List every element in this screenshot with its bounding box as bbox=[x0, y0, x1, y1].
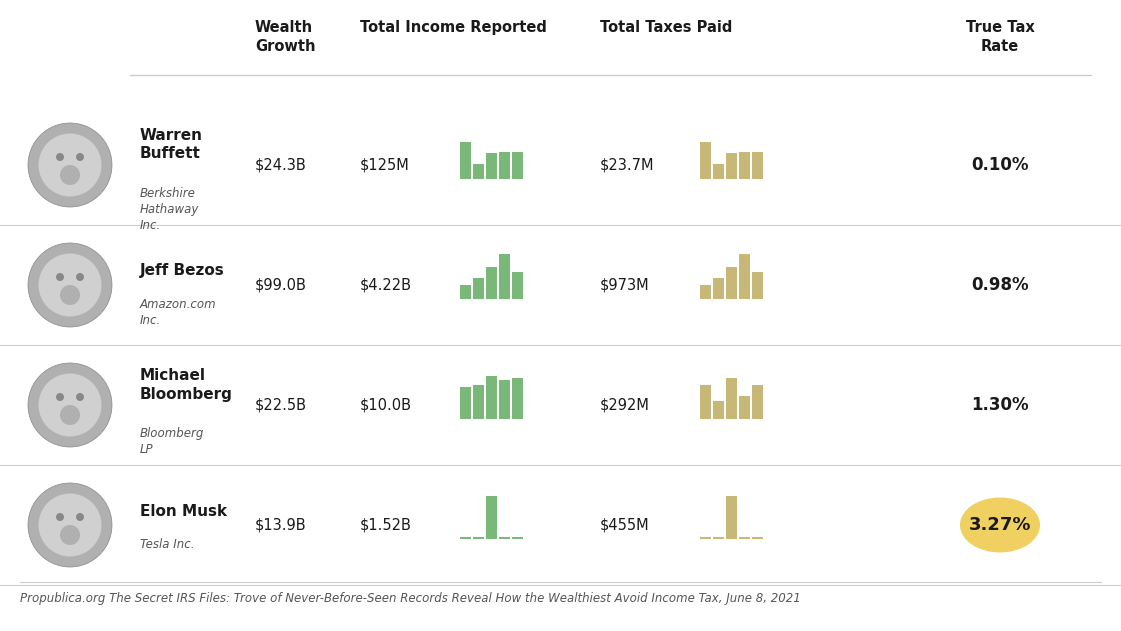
Circle shape bbox=[56, 273, 64, 281]
Bar bbox=[739, 254, 750, 298]
Bar bbox=[499, 537, 510, 538]
Text: $455M: $455M bbox=[600, 517, 650, 533]
Bar bbox=[512, 151, 524, 179]
Bar bbox=[713, 401, 724, 418]
Text: Jeff Bezos: Jeff Bezos bbox=[140, 264, 224, 278]
Bar bbox=[700, 537, 711, 538]
Bar bbox=[499, 151, 510, 179]
Circle shape bbox=[38, 374, 102, 437]
Text: Bloomberg
LP: Bloomberg LP bbox=[140, 427, 204, 456]
Bar bbox=[726, 378, 736, 418]
Bar bbox=[739, 537, 750, 538]
Bar bbox=[460, 141, 471, 179]
Bar bbox=[487, 496, 497, 538]
Circle shape bbox=[28, 363, 112, 447]
Bar bbox=[700, 285, 711, 298]
Bar bbox=[752, 537, 763, 538]
Circle shape bbox=[28, 123, 112, 207]
Circle shape bbox=[76, 393, 84, 401]
Circle shape bbox=[38, 254, 102, 317]
Text: Berkshire
Hathaway
Inc.: Berkshire Hathaway Inc. bbox=[140, 187, 200, 232]
Text: Warren
Buffett: Warren Buffett bbox=[140, 129, 203, 162]
Bar bbox=[473, 164, 484, 179]
Bar bbox=[473, 537, 484, 538]
Bar bbox=[473, 385, 484, 418]
Bar bbox=[726, 267, 736, 298]
Circle shape bbox=[56, 513, 64, 521]
Bar bbox=[460, 537, 471, 538]
Circle shape bbox=[61, 405, 80, 425]
Circle shape bbox=[61, 285, 80, 305]
Text: $4.22B: $4.22B bbox=[360, 278, 413, 293]
Circle shape bbox=[76, 153, 84, 161]
Text: $125M: $125M bbox=[360, 158, 410, 172]
Bar bbox=[460, 387, 471, 418]
Text: $292M: $292M bbox=[600, 398, 650, 413]
Text: Wealth
Growth: Wealth Growth bbox=[254, 20, 315, 54]
Circle shape bbox=[61, 525, 80, 545]
Bar bbox=[487, 375, 497, 418]
Text: $24.3B: $24.3B bbox=[254, 158, 307, 172]
Bar bbox=[499, 254, 510, 298]
Circle shape bbox=[76, 513, 84, 521]
Bar bbox=[739, 151, 750, 179]
Circle shape bbox=[38, 493, 102, 557]
Bar bbox=[512, 378, 524, 418]
Text: $10.0B: $10.0B bbox=[360, 398, 413, 413]
Bar bbox=[473, 278, 484, 298]
Bar bbox=[700, 141, 711, 179]
Text: 1.30%: 1.30% bbox=[971, 396, 1029, 414]
Bar bbox=[713, 164, 724, 179]
Text: $1.52B: $1.52B bbox=[360, 517, 411, 533]
Circle shape bbox=[56, 153, 64, 161]
Circle shape bbox=[28, 243, 112, 327]
Bar bbox=[499, 380, 510, 418]
Ellipse shape bbox=[960, 497, 1040, 553]
Bar bbox=[512, 271, 524, 298]
Text: 0.10%: 0.10% bbox=[971, 156, 1029, 174]
Text: Tesla Inc.: Tesla Inc. bbox=[140, 538, 195, 551]
Text: Amazon.com
Inc.: Amazon.com Inc. bbox=[140, 298, 216, 327]
Bar bbox=[700, 385, 711, 418]
Text: $23.7M: $23.7M bbox=[600, 158, 655, 172]
Text: $99.0B: $99.0B bbox=[254, 278, 307, 293]
Text: Propublica.org The Secret IRS Files: Trove of Never-Before-Seen Records Reveal H: Propublica.org The Secret IRS Files: Tro… bbox=[20, 592, 800, 605]
Text: Michael
Bloomberg: Michael Bloomberg bbox=[140, 369, 233, 401]
Text: Elon Musk: Elon Musk bbox=[140, 504, 228, 519]
Circle shape bbox=[38, 134, 102, 196]
Text: Total Income Reported: Total Income Reported bbox=[360, 20, 547, 35]
Bar bbox=[739, 396, 750, 418]
Text: $13.9B: $13.9B bbox=[254, 517, 307, 533]
Bar bbox=[752, 151, 763, 179]
Text: $22.5B: $22.5B bbox=[254, 398, 307, 413]
Circle shape bbox=[28, 483, 112, 567]
Bar bbox=[726, 496, 736, 538]
Circle shape bbox=[61, 165, 80, 185]
Text: $973M: $973M bbox=[600, 278, 650, 293]
Bar bbox=[487, 267, 497, 298]
Bar bbox=[726, 153, 736, 179]
Bar bbox=[460, 285, 471, 298]
Bar bbox=[512, 537, 524, 538]
Bar bbox=[713, 278, 724, 298]
Circle shape bbox=[56, 393, 64, 401]
Bar bbox=[713, 537, 724, 538]
Text: Total Taxes Paid: Total Taxes Paid bbox=[600, 20, 732, 35]
Text: True Tax
Rate: True Tax Rate bbox=[965, 20, 1035, 54]
Text: 0.98%: 0.98% bbox=[971, 276, 1029, 294]
Text: 3.27%: 3.27% bbox=[969, 516, 1031, 534]
Bar bbox=[487, 153, 497, 179]
Bar bbox=[752, 385, 763, 418]
Bar bbox=[752, 271, 763, 298]
Circle shape bbox=[76, 273, 84, 281]
